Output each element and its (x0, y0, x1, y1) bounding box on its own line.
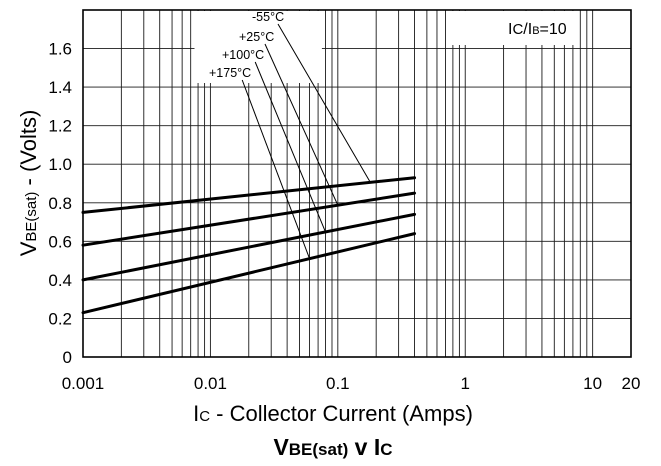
series-label: +25°C (239, 30, 274, 44)
y-tick-label: 1.6 (48, 40, 72, 59)
y-tick-label: 1.2 (48, 117, 72, 136)
x-tick-label: 1 (460, 374, 469, 393)
y-tick-label: 0.4 (48, 271, 72, 290)
x-axis-title: IC - Collector Current (Amps) (193, 401, 473, 426)
series-line (81, 176, 417, 214)
y-tick-label: 0.2 (48, 309, 72, 328)
label-leader-line (264, 43, 339, 206)
y-tick-label: 1.4 (48, 78, 72, 97)
y-tick-label: 0.8 (48, 194, 72, 213)
x-tick-label: 0.01 (194, 374, 227, 393)
series-label-backdrop (194, 11, 322, 83)
y-axis-title: VBE(sat) - (Volts) (16, 110, 41, 257)
x-tick-label: 20 (622, 374, 641, 393)
series-group (81, 176, 417, 315)
series-line (81, 191, 417, 247)
plot-frame (82, 9, 632, 358)
y-tick-label: 1.0 (48, 155, 72, 174)
y-tick-labels: 0 0.2 0.4 0.6 0.8 1.0 1.2 1.4 1.6 (48, 40, 72, 367)
series-label: +175°C (209, 66, 251, 80)
y-tick-label: 0 (63, 348, 72, 367)
y-tick-label: 0.6 (48, 232, 72, 251)
label-leader-line (254, 61, 326, 233)
label-mask (194, 11, 579, 83)
series-line (81, 232, 417, 315)
label-leader-line (277, 23, 371, 183)
x-tick-label: 0.1 (326, 374, 350, 393)
chart-title: VBE(sat) v IC (273, 434, 392, 460)
ratio-annotation: IC/IB=10 (508, 21, 567, 38)
x-tick-labels: 0.001 0.01 0.1 1 10 20 (62, 374, 641, 393)
x-tick-label: 0.001 (62, 374, 105, 393)
series-labels: -55°C +25°C +100°C +175°C (209, 10, 284, 80)
annotation-backdrop (450, 11, 579, 45)
series-label: -55°C (252, 10, 284, 24)
leader-lines (241, 23, 371, 259)
series-line (81, 212, 417, 282)
label-leader-line (241, 79, 311, 259)
series-label: +100°C (222, 48, 264, 62)
x-tick-label: 10 (583, 374, 602, 393)
